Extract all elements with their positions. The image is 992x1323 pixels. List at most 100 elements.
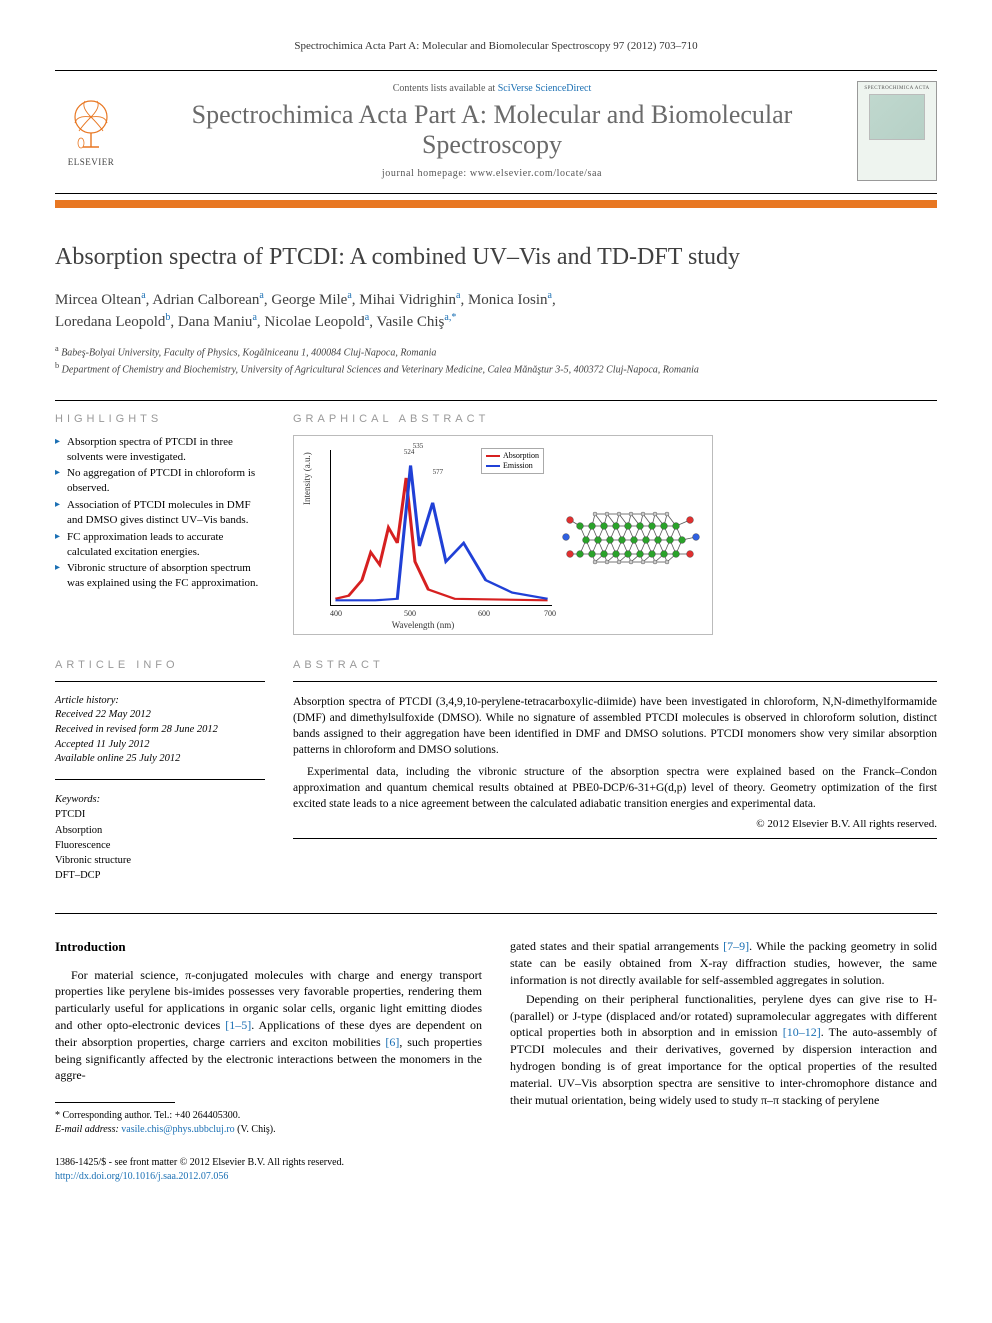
- peak-label: 535: [413, 442, 424, 450]
- elsevier-tree-icon: [61, 95, 121, 155]
- homepage-prefix: journal homepage:: [382, 168, 470, 179]
- x-tick: 600: [478, 609, 490, 618]
- citation-link[interactable]: [6]: [385, 1035, 399, 1049]
- highlight-item: Absorption spectra of PTCDI in three sol…: [55, 435, 265, 465]
- history-accepted: Accepted 11 July 2012: [55, 738, 265, 753]
- footnote-separator: [55, 1102, 175, 1103]
- sciencedirect-link[interactable]: SciVerse ScienceDirect: [498, 83, 592, 94]
- abstract-copyright: © 2012 Elsevier B.V. All rights reserved…: [293, 818, 937, 830]
- legend-swatch-emission: [486, 465, 500, 467]
- doi-link[interactable]: http://dx.doi.org/10.1016/j.saa.2012.07.…: [55, 1171, 228, 1182]
- divider: [293, 681, 937, 682]
- divider: [293, 838, 937, 839]
- journal-title: Spectrochimica Acta Part A: Molecular an…: [143, 100, 841, 160]
- keyword: Fluorescence: [55, 840, 110, 851]
- affil-marker: a: [55, 344, 59, 353]
- corresponding-author-note: * Corresponding author. Tel.: +40 264405…: [55, 1109, 482, 1123]
- keywords-label: Keywords:: [55, 794, 100, 805]
- email-label: E-mail address:: [55, 1124, 121, 1135]
- publisher-label: ELSEVIER: [68, 157, 115, 167]
- highlight-item: Vibronic structure of absorption spectru…: [55, 561, 265, 591]
- homepage-url: www.elsevier.com/locate/saa: [470, 168, 602, 179]
- affiliation-text: Department of Chemistry and Biochemistry…: [62, 365, 699, 376]
- keyword: Vibronic structure: [55, 855, 131, 866]
- author-name: Loredana Leopold: [55, 314, 165, 330]
- abstract-p2: Experimental data, including the vibroni…: [293, 764, 937, 812]
- author-name: Mihai Vidrighin: [359, 292, 456, 308]
- history-revised: Received in revised form 28 June 2012: [55, 723, 265, 738]
- divider: [55, 681, 265, 682]
- x-tick: 500: [404, 609, 416, 618]
- affiliation-text: Babeş-Bolyai University, Faculty of Phys…: [61, 347, 436, 358]
- body-columns: Introduction For material science, π-con…: [55, 938, 937, 1136]
- author-name: George Mile: [271, 292, 347, 308]
- author-name: Mircea Oltean: [55, 292, 141, 308]
- email-suffix: (V. Chiş).: [235, 1124, 276, 1135]
- article-info-head: ARTICLE INFO: [55, 659, 265, 671]
- intro-text: gated states and their spatial arrangeme…: [510, 939, 723, 953]
- highlights-list: Absorption spectra of PTCDI in three sol…: [55, 435, 265, 591]
- contents-prefix: Contents lists available at: [393, 83, 498, 94]
- x-tick: 400: [330, 609, 342, 618]
- author-name: Adrian Calborean: [152, 292, 259, 308]
- abstract-p1: Absorption spectra of PTCDI (3,4,9,10-pe…: [293, 694, 937, 758]
- author-name: Dana Maniu: [178, 314, 253, 330]
- keyword: Absorption: [55, 825, 102, 836]
- legend-label-absorption: Absorption: [503, 451, 539, 460]
- author-name: Vasile Chiş: [376, 314, 444, 330]
- publisher-logo-block: ELSEVIER: [55, 95, 127, 167]
- abstract-head: ABSTRACT: [293, 659, 937, 671]
- divider: [55, 779, 265, 780]
- author-list: Mircea Olteana, Adrian Calboreana, Georg…: [55, 289, 937, 333]
- orange-divider: [55, 200, 937, 208]
- author-name: Nicolae Leopold: [264, 314, 364, 330]
- divider: [55, 400, 937, 401]
- affil-sup: a,*: [444, 312, 456, 323]
- graphical-abstract-head: GRAPHICAL ABSTRACT: [293, 413, 937, 425]
- legend-label-emission: Emission: [503, 461, 533, 470]
- highlights-head: HIGHLIGHTS: [55, 413, 265, 425]
- affil-marker: b: [55, 361, 59, 370]
- ga-xlabel: Wavelength (nm): [294, 620, 552, 630]
- author-sep: ,: [552, 292, 556, 308]
- running-head: Spectrochimica Acta Part A: Molecular an…: [55, 40, 937, 52]
- intro-para: Depending on their peripheral functional…: [510, 991, 937, 1109]
- citation-link[interactable]: [1–5]: [225, 1018, 251, 1032]
- journal-homepage-line: journal homepage: www.elsevier.com/locat…: [143, 168, 841, 179]
- ga-ylabel: Intensity (a.u.): [302, 452, 312, 505]
- page-footer: 1386-1425/$ - see front matter © 2012 El…: [55, 1156, 937, 1183]
- intro-head: Introduction: [55, 938, 482, 956]
- divider: [55, 913, 937, 914]
- history-label: Article history:: [55, 694, 265, 709]
- intro-para: gated states and their spatial arrangeme…: [510, 938, 937, 988]
- author-name: Monica Iosin: [468, 292, 548, 308]
- history-online: Available online 25 July 2012: [55, 752, 265, 767]
- legend-swatch-absorption: [486, 455, 500, 457]
- affiliations: a Babeş-Bolyai University, Faculty of Ph…: [55, 343, 937, 378]
- author-sep: ,: [460, 292, 468, 308]
- x-tick: 700: [544, 609, 556, 618]
- abstract-text: Absorption spectra of PTCDI (3,4,9,10-pe…: [293, 694, 937, 813]
- ga-legend: Absorption Emission: [481, 448, 544, 475]
- author-sep: ,: [170, 314, 178, 330]
- citation-link[interactable]: [10–12]: [783, 1025, 821, 1039]
- highlight-item: Association of PTCDI molecules in DMF an…: [55, 498, 265, 528]
- article-title: Absorption spectra of PTCDI: A combined …: [55, 244, 937, 271]
- peak-label: 577: [433, 468, 444, 476]
- intro-para: For material science, π-conjugated molec…: [55, 967, 482, 1085]
- cover-thumb-image: [869, 94, 925, 140]
- keyword: PTCDI: [55, 809, 85, 820]
- emission-curve: [335, 465, 547, 600]
- molecule-diagram: [562, 506, 702, 576]
- highlight-item: FC approximation leads to accurate calcu…: [55, 530, 265, 560]
- keyword: DFT–DCP: [55, 870, 101, 881]
- graphical-abstract-figure: Intensity (a.u.) 524 535 577 400 500 600…: [293, 435, 713, 635]
- citation-link[interactable]: [7–9]: [723, 939, 749, 953]
- journal-cover-thumb: SPECTROCHIMICA ACTA: [857, 81, 937, 181]
- front-matter-line: 1386-1425/$ - see front matter © 2012 El…: [55, 1156, 937, 1170]
- cover-thumb-title: SPECTROCHIMICA ACTA: [864, 86, 929, 91]
- journal-masthead: ELSEVIER Contents lists available at Sci…: [55, 70, 937, 194]
- highlight-item: No aggregation of PTCDI in chloroform is…: [55, 466, 265, 496]
- footnotes: * Corresponding author. Tel.: +40 264405…: [55, 1109, 482, 1136]
- email-link[interactable]: vasile.chis@phys.ubbcluj.ro: [121, 1124, 234, 1135]
